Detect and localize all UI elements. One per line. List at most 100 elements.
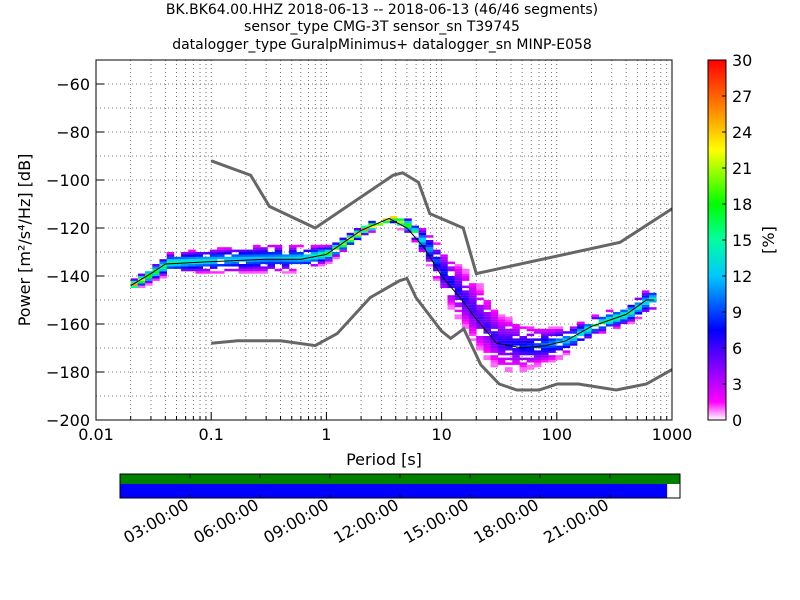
density-cell <box>159 273 167 277</box>
density-cell <box>253 264 261 267</box>
density-cell <box>512 326 520 329</box>
density-cell <box>231 256 239 260</box>
density-cell <box>469 316 477 320</box>
density-cell <box>289 261 297 265</box>
density-cell <box>296 252 304 255</box>
density-cell <box>526 348 535 351</box>
density-cell <box>274 252 283 255</box>
density-cell <box>526 328 535 332</box>
density-cell <box>519 326 527 329</box>
density-cell <box>274 268 283 272</box>
density-cell <box>541 338 549 341</box>
density-cell <box>469 314 477 317</box>
density-cell <box>454 285 463 289</box>
density-cell <box>267 264 275 267</box>
density-cell <box>483 314 491 317</box>
density-cell <box>303 259 311 262</box>
density-cell <box>533 355 542 358</box>
timeline-tick-label: 09:00:00 <box>260 495 332 547</box>
density-cell <box>469 283 477 286</box>
density-cell <box>267 266 275 269</box>
density-cell <box>274 254 283 257</box>
density-cell <box>490 340 499 344</box>
density-cell <box>173 256 182 260</box>
density-cell <box>519 343 527 346</box>
density-cell <box>181 256 189 260</box>
density-cell <box>469 321 477 325</box>
density-cell <box>433 259 441 262</box>
density-cell <box>476 345 484 349</box>
density-cell <box>569 338 578 341</box>
density-cell <box>447 268 455 272</box>
density-cell <box>627 321 635 325</box>
density-cell <box>469 288 477 291</box>
density-cell <box>418 242 427 245</box>
density-cell <box>411 240 419 243</box>
density-cell <box>476 348 484 351</box>
density-cell <box>166 261 175 265</box>
density-cell <box>159 261 167 265</box>
density-cell <box>490 357 499 361</box>
axes: 0.01 0.1 1 10 100 1000 −200 −180 −160 −140 −120 −10… <box>46 75 692 444</box>
density-cell <box>483 304 491 308</box>
density-cell <box>440 280 448 284</box>
density-cell <box>541 328 549 332</box>
density-cell <box>541 333 549 337</box>
density-cell <box>555 328 563 332</box>
density-cell <box>533 343 542 346</box>
density-cell <box>519 345 527 349</box>
density-cell <box>253 268 261 272</box>
density-cell <box>281 266 290 269</box>
density-cell <box>159 266 167 269</box>
density-cell <box>224 249 232 253</box>
density-cell <box>310 244 319 248</box>
density-cell <box>476 309 484 313</box>
density-cell <box>303 249 311 253</box>
density-cell <box>260 252 268 255</box>
density-cell <box>613 319 621 322</box>
density-cell <box>577 326 585 329</box>
density-cell <box>562 336 571 339</box>
density-cell <box>368 223 376 226</box>
density-cell <box>238 256 247 260</box>
density-cell <box>483 326 491 329</box>
density-cell <box>181 254 189 257</box>
density-cell <box>469 324 477 327</box>
density-cell <box>389 216 398 219</box>
density-cell <box>325 254 333 257</box>
density-cell <box>497 316 506 320</box>
density-cell <box>260 261 268 265</box>
density-cell <box>505 321 513 325</box>
density-cell <box>375 223 383 226</box>
timeline-tick-label: 12:00:00 <box>330 495 402 547</box>
density-cell <box>569 326 578 329</box>
density-cell <box>505 319 513 322</box>
density-cell <box>598 319 607 322</box>
density-cell <box>519 350 527 353</box>
density-cell <box>346 232 355 236</box>
density-cell <box>505 336 513 339</box>
x-tick-label: 1 <box>321 425 331 444</box>
density-cell <box>447 297 455 301</box>
density-cell <box>173 259 182 262</box>
density-cell <box>454 302 463 305</box>
density-cell <box>188 264 196 267</box>
density-cell <box>281 254 290 257</box>
density-cell <box>418 237 427 241</box>
density-cell <box>454 283 463 286</box>
density-cell <box>497 324 506 327</box>
density-cell <box>519 367 527 370</box>
density-cell <box>404 230 412 233</box>
density-cell <box>418 232 427 236</box>
density-cell <box>505 331 513 334</box>
density-cell <box>541 352 549 356</box>
density-cell <box>613 312 621 315</box>
density-cell <box>245 266 254 269</box>
density-cell <box>649 307 657 310</box>
colorbar-tick-label: 30 <box>732 51 752 70</box>
density-cell <box>548 331 556 334</box>
density-cell <box>260 259 268 262</box>
density-cell <box>512 350 520 353</box>
density-cell <box>490 355 499 358</box>
density-cell <box>260 271 268 274</box>
